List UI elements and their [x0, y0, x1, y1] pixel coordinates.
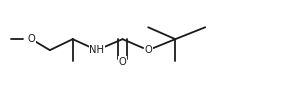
Text: O: O	[27, 34, 35, 44]
Text: NH: NH	[89, 45, 104, 55]
Text: O: O	[144, 45, 152, 55]
Text: O: O	[119, 57, 127, 67]
